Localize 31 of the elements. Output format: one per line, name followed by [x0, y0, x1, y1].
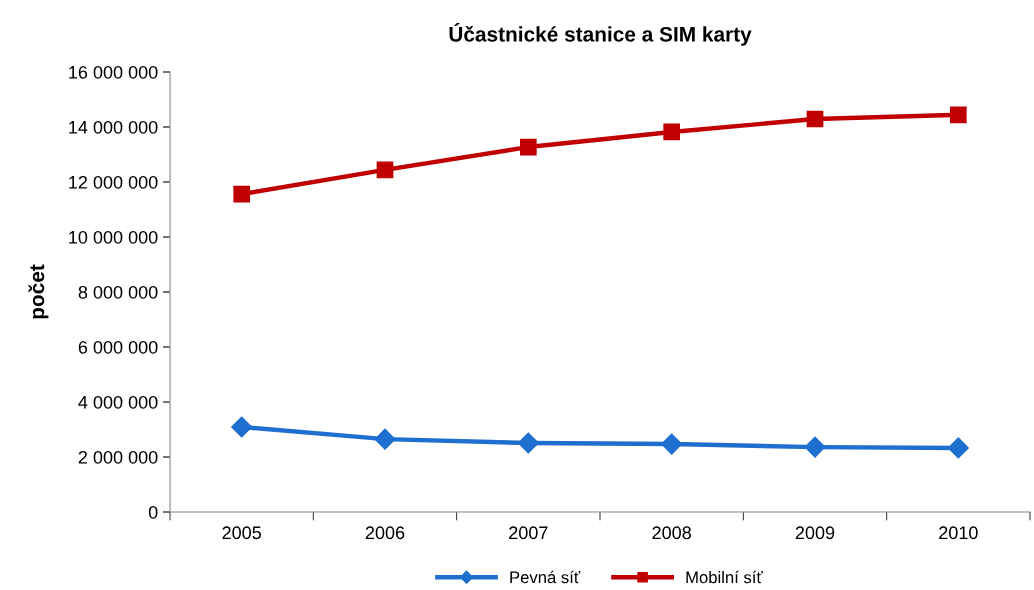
x-tick-label: 2009	[795, 526, 835, 540]
y-tick-label: 10 000 000	[69, 230, 158, 244]
x-tick-label: 2010	[939, 526, 978, 540]
y-tick-label: 2 000 000	[78, 450, 158, 464]
legend-label: Pevná síť	[510, 570, 581, 584]
point	[661, 433, 683, 455]
y-tick-label: 12 000 000	[69, 175, 158, 189]
point	[233, 185, 251, 203]
legend-label: Mobilní síť	[686, 570, 763, 584]
point	[949, 106, 967, 124]
point	[663, 123, 681, 141]
point	[804, 436, 826, 458]
y-tick-label: 4 000 000	[78, 395, 158, 409]
y-tick-label: 6 000 000	[78, 340, 158, 354]
point	[374, 428, 396, 450]
y-tick-label: 16 000 000	[69, 65, 158, 79]
point	[806, 110, 824, 128]
point	[517, 432, 539, 454]
y-tick-label: 14 000 000	[69, 120, 158, 134]
y-tick-label: 8 000 000	[78, 285, 158, 299]
y-tick-label: 0	[148, 505, 158, 519]
x-tick-label: 2007	[509, 526, 548, 540]
x-tick-label: 2005	[222, 526, 261, 540]
x-tick-label: 2006	[365, 526, 405, 540]
point	[231, 416, 253, 438]
chart-title: Účastnické stanice a SIM karty	[449, 22, 752, 46]
y-axis-title: počet	[28, 264, 49, 319]
point	[519, 138, 537, 156]
point	[376, 161, 394, 179]
point	[947, 437, 969, 459]
x-tick-label: 2008	[652, 526, 691, 540]
